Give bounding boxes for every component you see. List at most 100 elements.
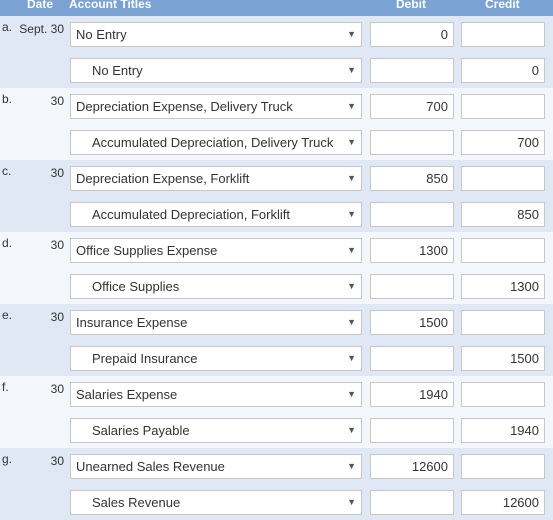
- entry-line-debit: d. 30 Office Supplies Expense ▼ 1300: [0, 232, 553, 268]
- entry-line-debit: g. 30 Unearned Sales Revenue ▼ 12600: [0, 448, 553, 484]
- entry-line-debit: c. 30 Depreciation Expense, Forklift ▼ 85…: [0, 160, 553, 196]
- debit-input[interactable]: [370, 346, 454, 371]
- chevron-down-icon: ▼: [347, 137, 356, 147]
- entry-date: 30: [50, 454, 64, 468]
- entry-line-credit: No Entry ▼ 0: [0, 52, 553, 88]
- chevron-down-icon: ▼: [347, 101, 356, 111]
- debit-input[interactable]: [370, 418, 454, 443]
- entry-line-debit: f. 30 Salaries Expense ▼ 1940: [0, 376, 553, 412]
- account-select-value: Office Supplies: [92, 279, 180, 294]
- entry-letter: b.: [2, 92, 13, 106]
- entry-date: Sept. 30: [19, 22, 64, 36]
- table-header: Date Account Titles Debit Credit: [0, 0, 553, 16]
- account-select[interactable]: Office Supplies ▼: [70, 274, 362, 299]
- debit-input[interactable]: 0: [370, 22, 454, 47]
- entry-line-credit: Accumulated Depreciation, Delivery Truck…: [0, 124, 553, 160]
- account-select[interactable]: Depreciation Expense, Forklift ▼: [70, 166, 362, 191]
- chevron-down-icon: ▼: [347, 497, 356, 507]
- chevron-down-icon: ▼: [347, 29, 356, 39]
- chevron-down-icon: ▼: [347, 317, 356, 327]
- chevron-down-icon: ▼: [347, 209, 356, 219]
- credit-input[interactable]: [461, 166, 545, 191]
- header-date: Date: [27, 0, 54, 11]
- debit-input[interactable]: [370, 274, 454, 299]
- account-select[interactable]: Salaries Payable ▼: [70, 418, 362, 443]
- debit-input[interactable]: 700: [370, 94, 454, 119]
- account-select[interactable]: Salaries Expense ▼: [70, 382, 362, 407]
- debit-input[interactable]: [370, 130, 454, 155]
- entry-letter: c.: [2, 164, 12, 178]
- chevron-down-icon: ▼: [347, 461, 356, 471]
- account-select-value: Depreciation Expense, Forklift: [76, 171, 250, 186]
- entry-line-credit: Office Supplies ▼ 1300: [0, 268, 553, 304]
- credit-input[interactable]: 12600: [461, 490, 545, 515]
- journal-entry-f: f. 30 Salaries Expense ▼ 1940 Salaries Pa…: [0, 376, 553, 448]
- credit-input[interactable]: 1300: [461, 274, 545, 299]
- debit-input[interactable]: 12600: [370, 454, 454, 479]
- entry-line-debit: b. 30 Depreciation Expense, Delivery Tru…: [0, 88, 553, 124]
- entry-date: 30: [50, 382, 64, 396]
- credit-input[interactable]: [461, 382, 545, 407]
- account-select[interactable]: Accumulated Depreciation, Forklift ▼: [70, 202, 362, 227]
- account-select-value: Accumulated Depreciation, Delivery Truck: [92, 135, 334, 150]
- debit-input[interactable]: 1300: [370, 238, 454, 263]
- chevron-down-icon: ▼: [347, 173, 356, 183]
- entry-letter: d.: [2, 236, 13, 250]
- entry-line-credit: Accumulated Depreciation, Forklift ▼ 850: [0, 196, 553, 232]
- account-select[interactable]: No Entry ▼: [70, 58, 362, 83]
- entry-letter: a.: [2, 20, 13, 34]
- credit-input[interactable]: [461, 94, 545, 119]
- journal-entry-c: c. 30 Depreciation Expense, Forklift ▼ 85…: [0, 160, 553, 232]
- account-select[interactable]: No Entry ▼: [70, 22, 362, 47]
- debit-input[interactable]: [370, 58, 454, 83]
- debit-input[interactable]: [370, 202, 454, 227]
- debit-input[interactable]: [370, 490, 454, 515]
- account-select-value: Salaries Expense: [76, 387, 178, 402]
- account-select-value: Accumulated Depreciation, Forklift: [92, 207, 290, 222]
- credit-input[interactable]: 1500: [461, 346, 545, 371]
- credit-input[interactable]: [461, 454, 545, 479]
- entry-line-debit: e. 30 Insurance Expense ▼ 1500: [0, 304, 553, 340]
- account-select[interactable]: Unearned Sales Revenue ▼: [70, 454, 362, 479]
- credit-input[interactable]: 0: [461, 58, 545, 83]
- entry-line-debit: a. Sept. 30 No Entry ▼ 0: [0, 16, 553, 52]
- chevron-down-icon: ▼: [347, 389, 356, 399]
- entry-date: 30: [50, 166, 64, 180]
- account-select[interactable]: Prepaid Insurance ▼: [70, 346, 362, 371]
- credit-input[interactable]: [461, 310, 545, 335]
- account-select-value: Prepaid Insurance: [92, 351, 198, 366]
- account-select-value: Salaries Payable: [92, 423, 190, 438]
- header-account-titles: Account Titles: [69, 0, 152, 11]
- account-select[interactable]: Sales Revenue ▼: [70, 490, 362, 515]
- debit-input[interactable]: 1500: [370, 310, 454, 335]
- account-select-value: No Entry: [92, 63, 143, 78]
- debit-input[interactable]: 1940: [370, 382, 454, 407]
- credit-input[interactable]: 850: [461, 202, 545, 227]
- journal-entry-b: b. 30 Depreciation Expense, Delivery Tru…: [0, 88, 553, 160]
- journal-entries: a. Sept. 30 No Entry ▼ 0 No Entry ▼ 0 b. 3…: [0, 16, 553, 520]
- account-select-value: Insurance Expense: [76, 315, 188, 330]
- account-select[interactable]: Depreciation Expense, Delivery Truck ▼: [70, 94, 362, 119]
- entry-letter: f.: [2, 380, 9, 394]
- account-select[interactable]: Office Supplies Expense ▼: [70, 238, 362, 263]
- chevron-down-icon: ▼: [347, 281, 356, 291]
- entry-date: 30: [50, 94, 64, 108]
- credit-input[interactable]: [461, 22, 545, 47]
- entry-line-credit: Sales Revenue ▼ 12600: [0, 484, 553, 520]
- entry-letter: e.: [2, 308, 13, 322]
- journal-entry-e: e. 30 Insurance Expense ▼ 1500 Prepaid In…: [0, 304, 553, 376]
- entry-date: 30: [50, 310, 64, 324]
- account-select-value: Depreciation Expense, Delivery Truck: [76, 99, 293, 114]
- account-select[interactable]: Insurance Expense ▼: [70, 310, 362, 335]
- chevron-down-icon: ▼: [347, 425, 356, 435]
- credit-input[interactable]: 1940: [461, 418, 545, 443]
- debit-input[interactable]: 850: [370, 166, 454, 191]
- account-select-value: No Entry: [76, 27, 127, 42]
- account-select-value: Office Supplies Expense: [76, 243, 218, 258]
- chevron-down-icon: ▼: [347, 65, 356, 75]
- account-select[interactable]: Accumulated Depreciation, Delivery Truck…: [70, 130, 362, 155]
- journal-entry-a: a. Sept. 30 No Entry ▼ 0 No Entry ▼ 0: [0, 16, 553, 88]
- journal-entry-d: d. 30 Office Supplies Expense ▼ 1300 Offi…: [0, 232, 553, 304]
- credit-input[interactable]: [461, 238, 545, 263]
- credit-input[interactable]: 700: [461, 130, 545, 155]
